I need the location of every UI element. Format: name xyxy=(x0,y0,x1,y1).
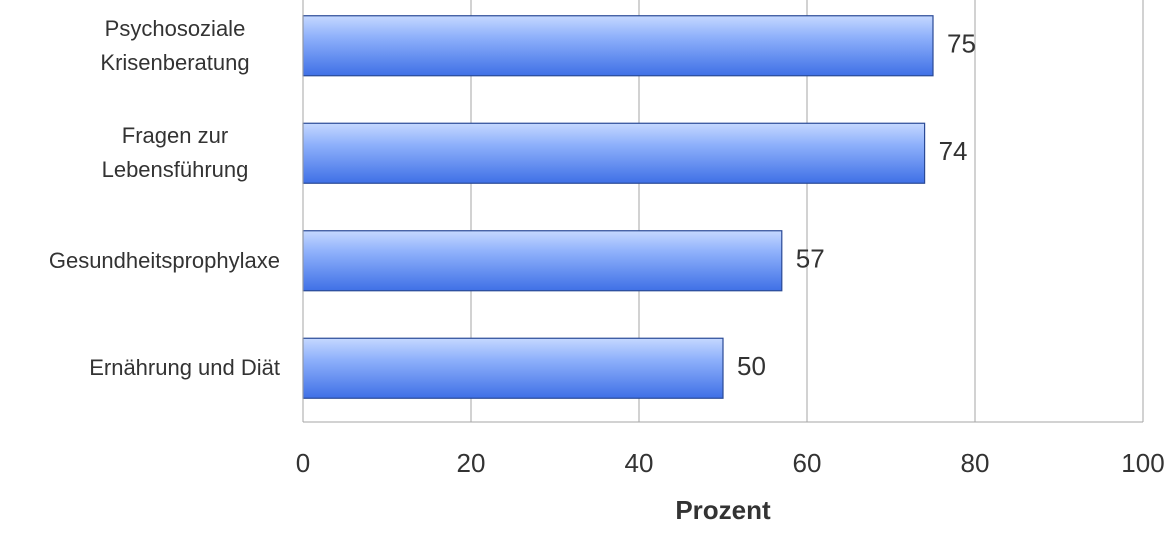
y-tick-label-box: Ernährung und Diät xyxy=(0,315,280,423)
x-tick-label: 20 xyxy=(457,448,486,478)
y-tick-label: Gesundheitsprophylaxe xyxy=(48,247,280,273)
bar xyxy=(302,15,934,77)
bar xyxy=(302,230,783,292)
value-label: 57 xyxy=(796,244,825,274)
x-tick-label: 40 xyxy=(625,448,654,478)
y-tick-label-box: Gesundheitsprophylaxe xyxy=(0,207,280,315)
y-tick-label-box: Fragen zur Lebensführung xyxy=(0,100,280,208)
x-tick-label: 80 xyxy=(961,448,990,478)
x-tick-label: 60 xyxy=(793,448,822,478)
bar xyxy=(302,122,926,184)
y-tick-label: Fragen zur Lebensführung xyxy=(101,123,249,183)
x-axis-title: Prozent xyxy=(675,495,771,525)
value-label: 74 xyxy=(939,136,968,166)
bar xyxy=(302,337,724,399)
y-tick-label: Ernährung und Diät xyxy=(89,355,280,381)
x-tick-label: 0 xyxy=(296,448,310,478)
value-label: 75 xyxy=(947,29,976,59)
value-label: 50 xyxy=(737,351,766,381)
y-tick-label: Psychosoziale Krisenberatung xyxy=(100,15,250,75)
y-tick-label-box: Psychosoziale Krisenberatung xyxy=(0,0,280,100)
x-tick-label: 100 xyxy=(1121,448,1164,478)
